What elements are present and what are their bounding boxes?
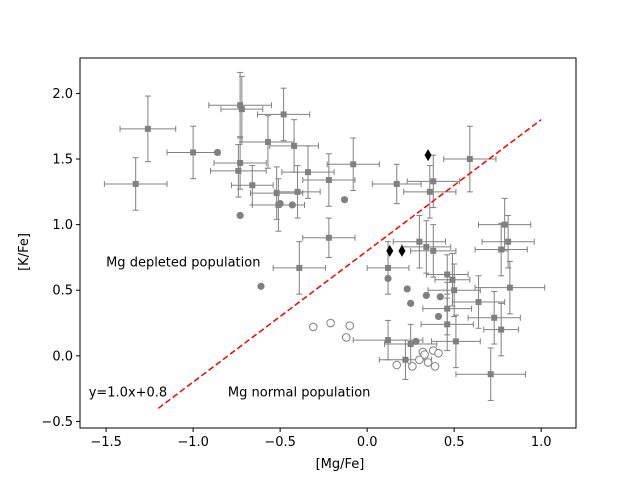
data-point-square [466, 156, 473, 163]
fit-line [157, 119, 542, 409]
data-point-circle [384, 274, 392, 283]
data-point-square [325, 234, 332, 241]
data-point-square [506, 284, 513, 291]
y-tick-label: 0.0 [52, 349, 73, 364]
data-point-circle [434, 312, 443, 321]
data-point-square [407, 341, 414, 348]
data-point-open-circle [345, 321, 355, 330]
data-point-square [449, 276, 456, 283]
data-point-diamond [424, 149, 432, 162]
data-point-circle [340, 196, 349, 204]
plot-area [103, 71, 546, 409]
data-point-diamond [386, 244, 394, 257]
data-point-square [249, 182, 256, 189]
data-point-square [291, 142, 298, 149]
x-tick-label: −1.5 [90, 435, 122, 450]
annotation-text: Mg depleted population [106, 255, 260, 270]
data-point-diamond [398, 244, 406, 257]
data-point-square [304, 169, 311, 176]
y-axis-label: [K/Fe] [17, 233, 32, 271]
data-point-circle [436, 293, 444, 301]
data-point-circle [276, 200, 284, 208]
data-point-square [452, 338, 459, 345]
data-point-square [264, 138, 271, 145]
y-tick-label: 0.5 [52, 284, 73, 299]
data-point-square [144, 125, 151, 132]
annotation-text: y=1.0x+0.8 [89, 385, 168, 400]
data-point-square [501, 221, 508, 228]
data-point-square [416, 238, 423, 245]
data-point-circle [407, 299, 415, 307]
data-point-square [475, 299, 482, 306]
data-point-square [487, 371, 494, 378]
data-point-square [402, 356, 409, 363]
data-point-square [426, 188, 433, 195]
data-point-square [237, 159, 244, 166]
data-point-open-circle [420, 350, 429, 359]
data-point-square [444, 321, 451, 328]
data-point-square [235, 167, 242, 174]
x-tick-label: 0.5 [444, 435, 465, 450]
data-point-square [385, 337, 392, 344]
data-point-open-circle [308, 322, 318, 332]
y-axis-ticks: −0.5 0.0 0.5 1.0 1.5 2.0 [41, 87, 80, 430]
data-point-circle [412, 337, 420, 346]
y-tick-label: 1.0 [52, 218, 73, 233]
data-point-circle [288, 201, 296, 209]
data-point-square [423, 243, 430, 250]
x-axis-label: [Mg/Fe] [316, 457, 365, 472]
data-point-circle [422, 291, 430, 300]
data-point-circle [403, 285, 411, 293]
data-point-circle [213, 148, 222, 157]
x-tick-label: −0.5 [264, 435, 296, 450]
annotations: Mg depleted population Mg normal populati… [89, 255, 371, 400]
data-point-open-circle [341, 333, 351, 342]
y-tick-label: −0.5 [41, 415, 73, 430]
data-point-square [498, 326, 505, 333]
data-point-open-circle [415, 355, 424, 365]
data-point-square [505, 238, 512, 245]
x-tick-label: 0.0 [357, 435, 378, 450]
data-point-square [294, 188, 301, 195]
data-point-circle [257, 282, 265, 290]
data-point-square [190, 149, 197, 156]
x-tick-label: −1.0 [177, 435, 209, 450]
data-point-square [491, 314, 498, 321]
data-point-square [430, 247, 437, 254]
data-point-square [237, 102, 244, 109]
data-point-square [451, 287, 458, 294]
data-point-open-circle [434, 348, 443, 358]
data-point-square [280, 111, 287, 118]
data-point-square [393, 180, 400, 187]
plot-frame [79, 57, 577, 429]
data-point-square [273, 190, 280, 197]
data-point-square [385, 264, 392, 271]
y-tick-label: 2.0 [52, 87, 73, 102]
data-point-open-circle [392, 360, 402, 370]
data-point-open-circle [326, 318, 335, 328]
y-tick-label: 1.5 [52, 153, 73, 168]
data-point-square [325, 177, 332, 184]
data-point-square [430, 178, 437, 185]
data-point-open-circle [423, 358, 433, 367]
data-point-square [444, 271, 451, 278]
data-point-square [132, 180, 139, 187]
data-point-open-circle [408, 362, 417, 371]
annotation-text: Mg normal population [228, 385, 370, 400]
data-point-square [350, 161, 357, 168]
data-point-open-circle [430, 362, 440, 371]
data-point-square [238, 106, 245, 113]
data-point-square [498, 246, 505, 253]
x-tick-label: 1.0 [531, 435, 552, 450]
data-point-square [296, 264, 303, 271]
x-axis-ticks: −1.5 −1.0 −0.5 0.0 0.5 1.0 [90, 428, 552, 450]
data-point-circle [236, 211, 244, 220]
